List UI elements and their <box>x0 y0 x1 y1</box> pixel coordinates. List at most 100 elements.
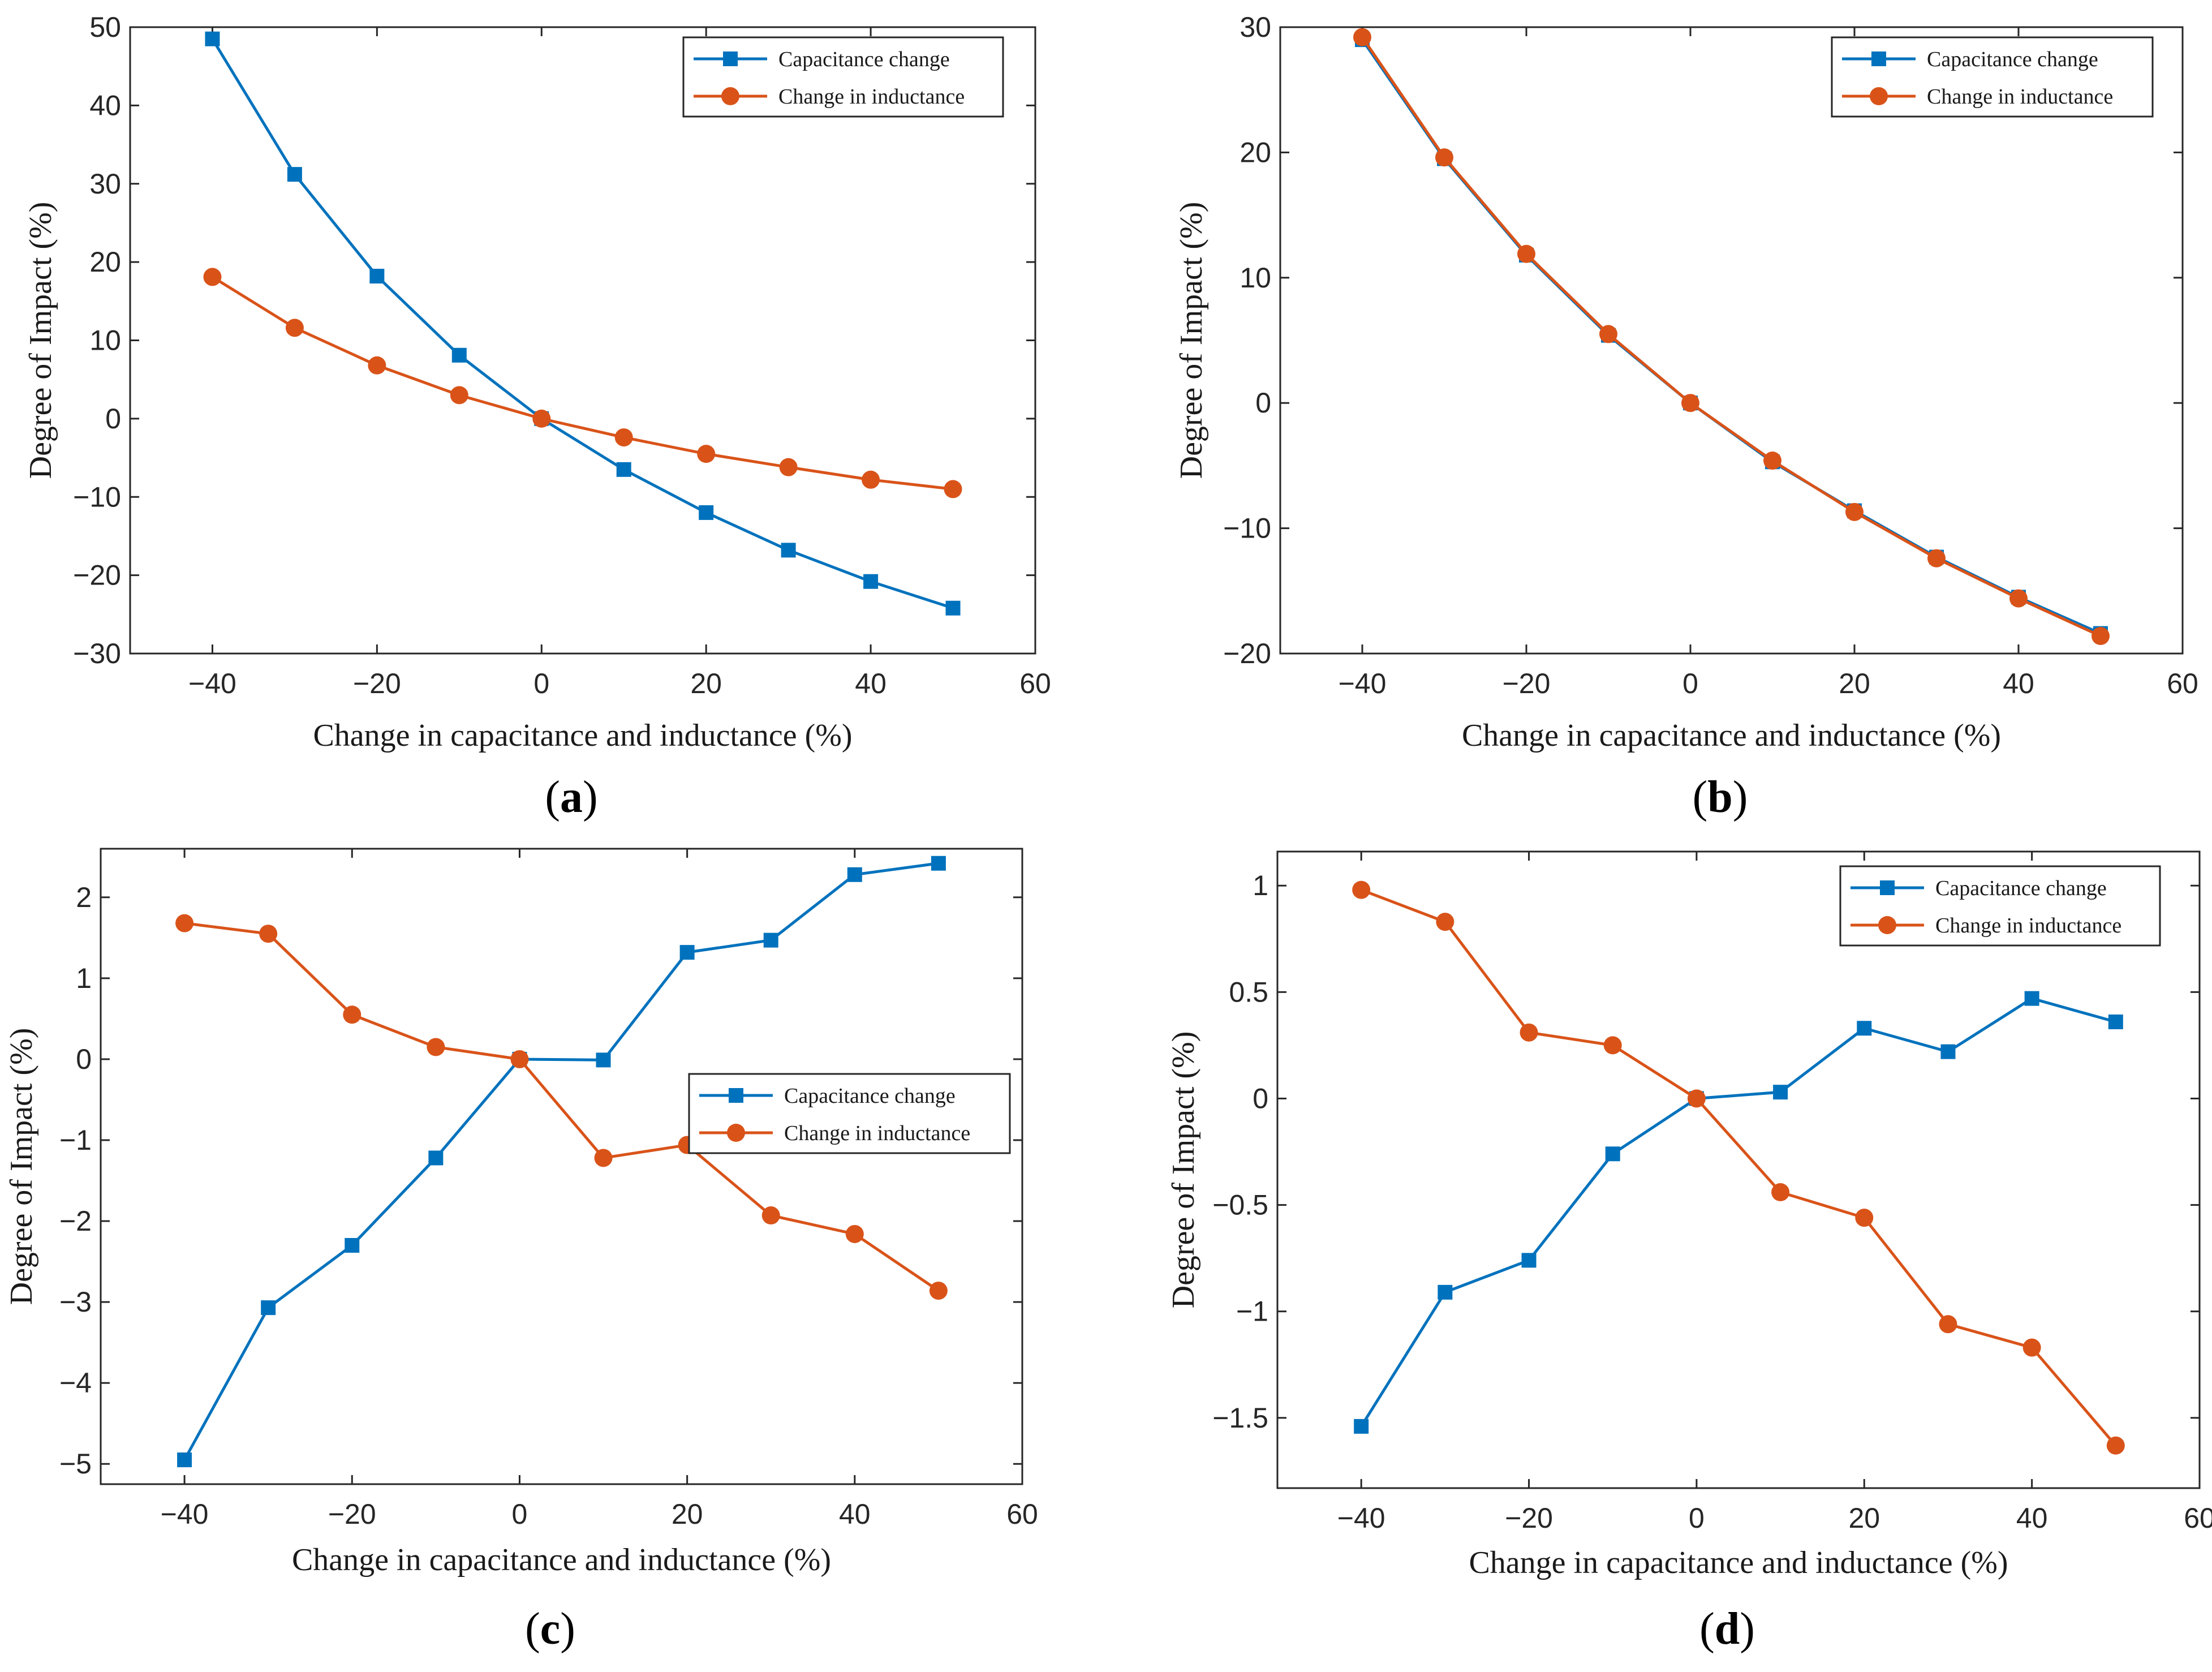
legend-label: Change in inductance <box>784 1121 970 1145</box>
x-tick-label: 60 <box>1006 1498 1038 1530</box>
panel-label: (c) <box>525 1604 575 1654</box>
data-point-circle <box>1352 880 1371 899</box>
panel-label-letter: d <box>1715 1604 1740 1654</box>
panel-label: (d) <box>1699 1604 1755 1654</box>
plot-area-frame <box>1276 850 2201 1489</box>
x-tick-label: 40 <box>855 668 886 699</box>
panel-label: (a) <box>545 772 597 822</box>
x-tick-label: −20 <box>328 1498 376 1530</box>
x-axis-title: Change in capacitance and inductance (%) <box>1469 1545 2008 1580</box>
x-tick-label: −40 <box>188 668 236 699</box>
y-axis-title: Degree of Impact (%) <box>23 202 58 479</box>
y-tick-label: 20 <box>89 246 121 278</box>
y-tick-label: −4 <box>59 1367 92 1399</box>
x-tick-label: 60 <box>2167 668 2198 699</box>
data-point-circle <box>2009 589 2028 608</box>
data-point-circle <box>862 470 880 489</box>
panel-label-paren: ( <box>545 772 560 822</box>
y-tick-label: −30 <box>73 638 121 669</box>
data-point-square <box>205 31 220 46</box>
legend-label: Capacitance change <box>1935 876 2107 900</box>
legend-marker-circle <box>1878 916 1896 934</box>
data-point-circle <box>1771 1183 1790 1202</box>
data-point-circle <box>343 1005 362 1024</box>
legend-label: Change in inductance <box>778 85 965 109</box>
x-tick-label: 0 <box>512 1498 528 1530</box>
data-point-square <box>699 505 714 520</box>
legend-frame <box>688 1073 1011 1154</box>
data-point-circle <box>450 386 468 405</box>
x-tick-label: −40 <box>161 1498 209 1530</box>
x-tick-label: −20 <box>1503 668 1551 699</box>
y-tick-label: 0.5 <box>1229 976 1268 1008</box>
panel-label-paren: ) <box>560 1604 575 1654</box>
y-axis-title: Degree of Impact (%) <box>4 1028 39 1305</box>
legend-label: Change in inductance <box>1935 914 2121 938</box>
y-tick-label: 10 <box>1240 262 1271 294</box>
y-tick-label: 50 <box>89 11 121 43</box>
data-point-square <box>1438 1284 1453 1300</box>
y-tick-label: −1 <box>1236 1296 1268 1327</box>
y-tick-label: 40 <box>89 89 121 121</box>
legend-marker-square <box>1871 51 1886 66</box>
x-tick-label: 40 <box>2003 668 2034 699</box>
series-line-inductance <box>1361 36 2102 638</box>
data-point-circle <box>1687 1089 1706 1108</box>
y-tick-label: 0 <box>1253 1082 1268 1114</box>
data-point-square <box>345 1237 360 1253</box>
data-point-circle <box>1681 394 1699 412</box>
data-point-square <box>1521 1253 1537 1268</box>
x-tick-label: 0 <box>1689 1502 1705 1534</box>
legend-label: Capacitance change <box>784 1084 956 1108</box>
y-tick-label: −10 <box>73 481 121 513</box>
plot-area-frame <box>129 26 1036 655</box>
x-axis-title: Change in capacitance and inductance (%) <box>292 1542 831 1578</box>
panel-label-letter: a <box>560 772 583 822</box>
panel-label-letter: c <box>540 1604 561 1654</box>
y-tick-label: −5 <box>59 1448 92 1480</box>
x-tick-label: −20 <box>353 668 401 699</box>
x-tick-label: −40 <box>1339 668 1387 699</box>
x-tick-label: −20 <box>1505 1502 1553 1534</box>
legend-marker-square <box>1880 880 1895 895</box>
panel-label-paren: ( <box>1699 1604 1715 1654</box>
data-point-square <box>1857 1021 1872 1036</box>
data-point-square <box>945 600 961 616</box>
data-point-circle <box>1517 244 1535 263</box>
y-tick-label: −10 <box>1223 513 1271 544</box>
data-point-square <box>763 932 778 948</box>
chart-panel-d: −40 −20 0 20 40 60 −1.5 −1 −0.5 0 0.5 1 Change in ca… <box>1166 850 2212 1654</box>
data-point-circle <box>532 409 551 428</box>
data-point-circle <box>1520 1023 1538 1042</box>
y-tick-label: 0 <box>76 1043 92 1075</box>
data-point-circle <box>1763 452 1781 470</box>
data-point-square <box>781 543 796 558</box>
y-tick-label: 1 <box>76 962 92 994</box>
chart-panel-a: −40 −20 0 20 40 60 −30 −20 −10 0 10 20 30 40 50 Change … <box>23 11 1051 822</box>
x-tick-label: 20 <box>1848 1502 1880 1534</box>
data-point-circle <box>427 1038 445 1056</box>
data-point-square <box>428 1150 444 1166</box>
x-tick-label: 0 <box>533 668 549 699</box>
legend: Capacitance change Change in inductance <box>682 36 1004 118</box>
data-point-square <box>1354 1419 1369 1434</box>
data-point-circle <box>1845 502 1864 521</box>
panel-label-paren: ( <box>525 1604 540 1654</box>
x-tick-label: 0 <box>1682 668 1698 699</box>
panel-label: (b) <box>1693 772 1748 822</box>
y-tick-label: −1 <box>59 1124 92 1156</box>
panel-label-paren: ) <box>583 772 598 822</box>
y-tick-label: −2 <box>59 1205 92 1237</box>
x-tick-label: 40 <box>839 1498 871 1530</box>
data-point-circle <box>594 1149 613 1167</box>
data-point-square <box>1940 1044 1956 1059</box>
data-point-square <box>2024 991 2039 1006</box>
panel-label-paren: ( <box>1693 772 1708 822</box>
legend-label: Capacitance change <box>778 48 950 71</box>
chart-panel-b: −40 −20 0 20 40 60 −20 −10 0 10 20 30 Change in capa… <box>1174 11 2198 822</box>
data-point-square <box>261 1300 276 1316</box>
x-tick-label: 20 <box>690 668 722 699</box>
y-tick-label: 0 <box>1255 387 1271 419</box>
plot-area-frame <box>1279 26 2184 655</box>
